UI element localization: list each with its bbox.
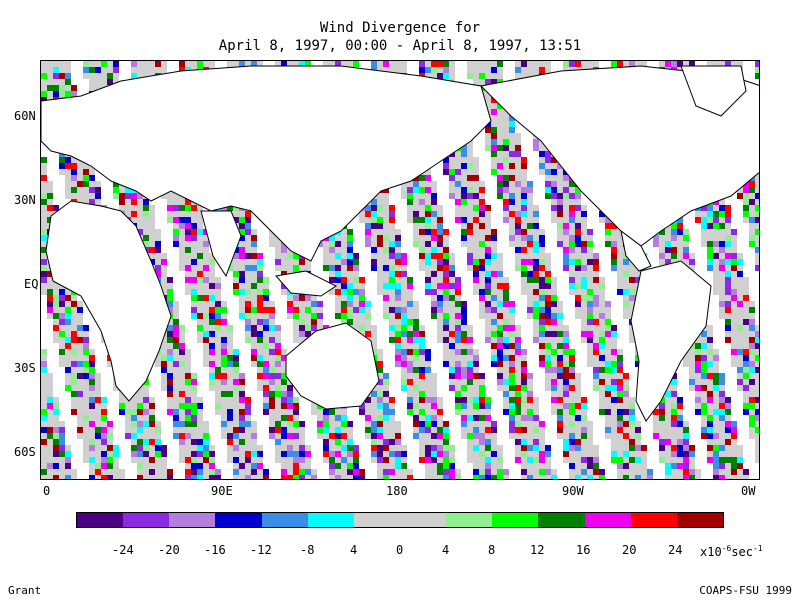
map-title-line-2: April 8, 1997, 00:00 - April 8, 1997, 13… — [218, 38, 582, 54]
colorbar-label: -20 — [158, 543, 180, 557]
map-plot-area — [40, 60, 760, 480]
lat-label-60n: 60N — [14, 109, 36, 123]
colorbar-label: 8 — [488, 543, 496, 557]
wind-divergence-map — [41, 61, 759, 479]
colorbar-segment — [261, 513, 308, 527]
continent-india — [200, 210, 242, 278]
colorbar-segment — [123, 513, 170, 527]
lon-label-90w: 90W — [562, 484, 584, 498]
colorbar-segment — [169, 513, 216, 527]
continent-central-america — [620, 229, 652, 272]
colorbar-label: -24 — [112, 543, 134, 557]
colorbar-segment — [630, 513, 677, 527]
colorbar-label: 12 — [530, 543, 545, 557]
colorbar — [76, 512, 724, 528]
colorbar-segment — [215, 513, 262, 527]
continent-africa — [45, 200, 172, 402]
lat-label-30n: 30N — [14, 193, 36, 207]
colorbar-segment — [446, 513, 493, 527]
colorbar-segment — [538, 513, 585, 527]
lat-label-30s: 30S — [14, 361, 36, 375]
colorbar-label: -16 — [204, 543, 226, 557]
colorbar-label: 20 — [622, 543, 637, 557]
lon-label-90e: 90E — [211, 484, 233, 498]
colorbar-label: -12 — [250, 543, 272, 557]
colorbar-label: 4 — [350, 543, 358, 557]
organization-credit: COAPS-FSU 1999 — [699, 584, 792, 597]
author-credit: Grant — [8, 584, 42, 597]
lon-label-180: 180 — [386, 484, 408, 498]
colorbar-segment — [584, 513, 631, 527]
islands-indonesia — [275, 270, 337, 297]
colorbar-segment — [399, 513, 447, 527]
colorbar-segment — [676, 513, 723, 527]
lat-label-eq: EQ — [24, 277, 39, 291]
colorbar-label: 4 — [442, 543, 450, 557]
map-title-line-1: Wind Divergence for — [319, 20, 481, 36]
lon-label-0: 0 — [43, 484, 51, 498]
colorbar-label: -8 — [300, 543, 315, 557]
continent-eurasia — [41, 65, 492, 262]
continent-south-america — [630, 260, 712, 422]
colorbar-label: 24 — [668, 543, 683, 557]
continent-australia — [285, 322, 380, 410]
colorbar-units: x10-6sec-1 — [700, 544, 763, 559]
lon-label-0w: 0W — [741, 484, 756, 498]
colorbar-label: 16 — [576, 543, 591, 557]
colorbar-segment — [77, 513, 124, 527]
colorbar-segment — [492, 513, 539, 527]
colorbar-segment — [353, 513, 400, 527]
continents — [41, 65, 759, 422]
continent-greenland — [680, 65, 747, 117]
lat-label-60s: 60S — [14, 445, 36, 459]
colorbar-label: 0 — [396, 543, 404, 557]
colorbar-segment — [307, 513, 354, 527]
